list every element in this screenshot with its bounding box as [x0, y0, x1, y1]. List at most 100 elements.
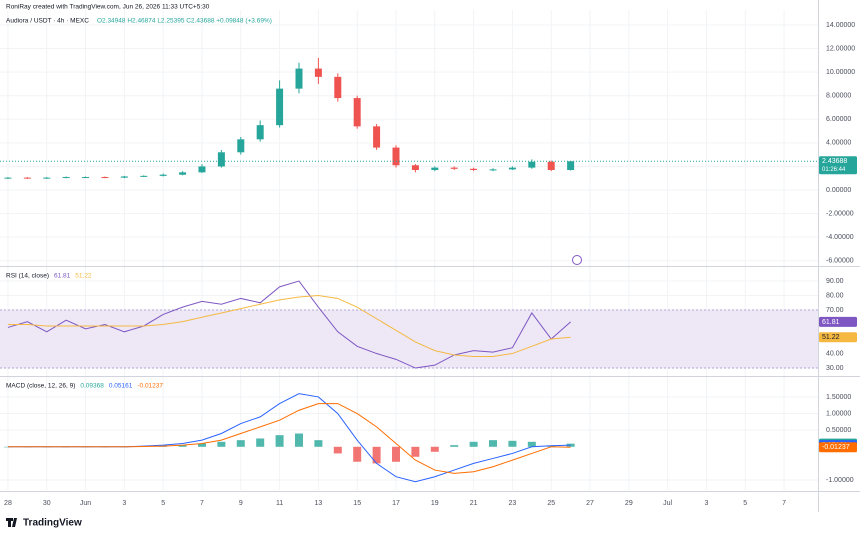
- candle-body: [392, 147, 400, 166]
- candle-body: [159, 174, 167, 176]
- series-line: [7, 403, 571, 474]
- legend-value: 61.81: [54, 273, 71, 280]
- candle-body: [470, 168, 478, 170]
- x-tick-label: 3: [122, 500, 126, 507]
- histogram-bar: [197, 443, 206, 447]
- histogram-bar: [333, 446, 342, 454]
- y-tick-label: 10.00000: [826, 69, 855, 76]
- y-tick-label: -4.00000: [826, 234, 854, 241]
- y-tick-label: 90.00: [826, 278, 844, 285]
- histogram-bar: [489, 440, 498, 447]
- y-tick-label: 0.00000: [826, 187, 851, 194]
- x-tick-label: 5: [161, 500, 165, 507]
- last-value-tag: 51.22: [822, 334, 840, 341]
- y-tick-label: 12.00000: [826, 45, 855, 52]
- last-value-tag: -0.01237: [822, 444, 850, 451]
- last-price-bg: [819, 156, 857, 175]
- x-tick-label: 9: [239, 500, 243, 507]
- legend-value: O2.34948 H2.46874 L2.25395 C2.43688 +0.0…: [97, 18, 272, 25]
- y-tick-label: 14.00000: [826, 22, 855, 29]
- logo-icon: [6, 518, 17, 527]
- x-tick-label: 17: [392, 500, 400, 507]
- candle-body: [82, 177, 90, 179]
- y-tick-label: -6.00000: [826, 258, 854, 265]
- series-line: [7, 295, 571, 357]
- x-tick-label: Jul: [663, 500, 672, 507]
- last-value-tag-bg: [819, 316, 857, 327]
- histogram-bar: [178, 445, 187, 447]
- candle-body: [314, 68, 322, 77]
- candle-body: [508, 167, 516, 170]
- x-tick-label: 29: [625, 500, 633, 507]
- countdown: 01:26:44: [822, 167, 846, 173]
- histogram-bar: [314, 440, 323, 447]
- candle-body: [334, 76, 342, 99]
- histogram-bar: [236, 440, 245, 447]
- histogram-bar: [411, 446, 420, 457]
- pane-title: RSI (14, close): [6, 273, 49, 280]
- candle-body: [528, 161, 536, 168]
- x-tick-label: 30: [43, 500, 51, 507]
- event-icon[interactable]: [572, 255, 582, 265]
- y-tick-label: 4.00000: [826, 140, 851, 147]
- histogram-bar: [430, 446, 439, 452]
- y-tick-label: 8.00000: [826, 93, 851, 100]
- candle-body: [373, 126, 381, 148]
- logo: TradingView: [6, 518, 82, 529]
- candle-body: [431, 167, 439, 170]
- histogram-bar: [217, 441, 226, 447]
- x-tick-label: 27: [586, 500, 594, 507]
- candle-body: [120, 176, 128, 178]
- candle-body: [179, 172, 187, 175]
- candle-body: [198, 166, 206, 173]
- last-price: 2.43688: [822, 158, 847, 165]
- x-tick-label: 15: [353, 500, 361, 507]
- pane-title: MACD (close, 12, 26, 9): [6, 383, 75, 390]
- x-tick-label: 3: [704, 500, 708, 507]
- x-tick-label: 21: [470, 500, 478, 507]
- histogram-bar: [353, 446, 362, 462]
- x-tick-label: 25: [547, 500, 555, 507]
- candle-body: [489, 169, 497, 171]
- candle-body: [237, 139, 245, 153]
- histogram-bar: [392, 446, 401, 462]
- histogram-bar: [275, 435, 284, 447]
- y-tick-label: 1.50000: [826, 394, 851, 401]
- y-tick-label: 70.00: [826, 307, 844, 314]
- y-tick-label: 1.00000: [826, 410, 851, 417]
- x-tick-label: 28: [4, 500, 12, 507]
- x-tick-label: 5: [743, 500, 747, 507]
- rsi-band: [0, 310, 818, 369]
- histogram-bar: [372, 446, 381, 464]
- histogram-bar: [527, 441, 536, 447]
- candle-body: [140, 175, 148, 177]
- y-tick-label: -1.00000: [826, 477, 854, 484]
- last-value-tag-bg: [819, 442, 857, 453]
- pane-title: Audiora / USDT · 4h · MEXC: [6, 18, 89, 25]
- histogram-bar: [256, 438, 265, 447]
- last-value-tag-bg: [819, 332, 857, 343]
- y-tick-label: 80.00: [826, 292, 844, 299]
- y-tick-label: -2.00000: [826, 210, 854, 217]
- histogram-bar: [450, 445, 459, 447]
- logo-text: TradingView: [23, 518, 82, 529]
- legend-value: 0.09368: [80, 383, 104, 390]
- histogram-bar: [469, 441, 478, 447]
- histogram-bar: [294, 433, 303, 447]
- candle-body: [217, 152, 225, 167]
- candle-body: [411, 165, 419, 170]
- x-tick-label: 11: [276, 500, 283, 507]
- x-tick-label: 7: [200, 500, 204, 507]
- candle-body: [23, 177, 31, 179]
- histogram-bar: [508, 440, 517, 447]
- legend-value: -0.01237: [137, 383, 163, 390]
- candle-body: [450, 167, 458, 169]
- series-line: [7, 280, 571, 369]
- candle-body: [43, 177, 51, 179]
- candle-body: [256, 125, 264, 140]
- legend-value: 0.05161: [109, 383, 133, 390]
- legend-value: 51.22: [75, 273, 92, 280]
- y-tick-label: 40.00: [826, 350, 844, 357]
- candle-body: [4, 177, 12, 179]
